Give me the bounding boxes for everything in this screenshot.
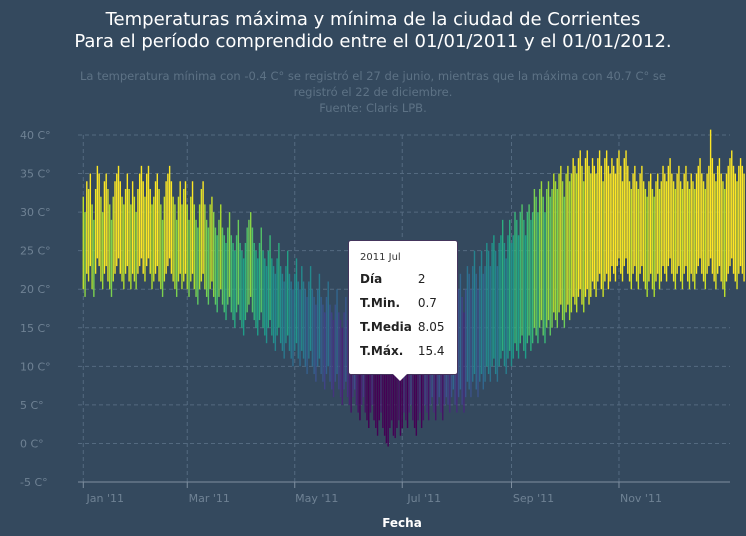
tooltip-value: 8.05	[417, 320, 445, 334]
tooltip-key: Día	[360, 272, 383, 286]
y-axis: -5 C° 0 C° 5 C° 10 C° 15 C° 20 C° 25 C° 30 C° 35…	[20, 129, 51, 489]
tooltip-key: T.Media	[360, 320, 412, 334]
tooltip-value: 2	[417, 272, 426, 286]
tooltip-value: 0.7	[417, 296, 437, 310]
chart-subtitle-line: registró el 22 de diciembre.	[294, 85, 453, 99]
tooltip-key: T.Min.	[360, 296, 401, 310]
y-tick-label: 20 C°	[20, 283, 51, 296]
tooltip-value: 15.4	[417, 344, 445, 358]
temperature-bars[interactable]	[82, 129, 745, 447]
x-axis: Jan '11 Mar '11 May '11 Jul '11 Sep '11 Nov '…	[78, 481, 730, 505]
y-tick-label: 40 C°	[20, 129, 51, 142]
y-tick-label: 30 C°	[20, 206, 51, 219]
x-tick-label: Sep '11	[513, 492, 554, 505]
tooltip-row: T.Máx. 15.4	[360, 344, 445, 368]
y-tick-label: 15 C°	[20, 322, 51, 335]
y-tick-label: 5 C°	[20, 399, 44, 412]
x-tick-label: Jan '11	[86, 492, 124, 505]
tooltip-row: Día 2	[360, 272, 445, 296]
y-tick-label: 10 C°	[20, 360, 51, 373]
y-tick-label: -5 C°	[20, 476, 48, 489]
tooltip-table: Día 2 T.Min. 0.7 T.Media 8.05 T.Máx. 15.4	[360, 272, 445, 368]
chart-titles: Temperaturas máxima y mínima de la ciuda…	[74, 9, 671, 115]
x-tick-label: Nov '11	[620, 492, 662, 505]
chart-title-line: Para el período comprendido entre el 01/…	[74, 31, 671, 52]
y-tick-label: 35 C°	[20, 168, 51, 181]
x-axis-label: Fecha	[382, 516, 422, 530]
chart-subtitle-line: La temperatura mínima con -0.4 C° se reg…	[80, 69, 666, 83]
y-tick-label: 25 C°	[20, 245, 51, 258]
chart-subtitle-line: Fuente: Claris LPB.	[319, 101, 426, 115]
y-tick-label: 0 C°	[20, 437, 44, 450]
chart-title-line: Temperaturas máxima y mínima de la ciuda…	[105, 9, 641, 30]
x-tick-label: May '11	[295, 492, 338, 505]
x-tick-label: Jul '11	[406, 492, 441, 505]
tooltip: 2011 Jul Día 2 T.Min. 0.7 T.Media 8.05 T.Máx. 1…	[348, 240, 458, 381]
tooltip-header: 2011 Jul	[360, 252, 401, 263]
tooltip-row: T.Media 8.05	[360, 320, 445, 344]
tooltip-row: T.Min. 0.7	[360, 296, 445, 320]
tooltip-key: T.Máx.	[360, 344, 404, 358]
x-tick-label: Mar '11	[189, 492, 230, 505]
